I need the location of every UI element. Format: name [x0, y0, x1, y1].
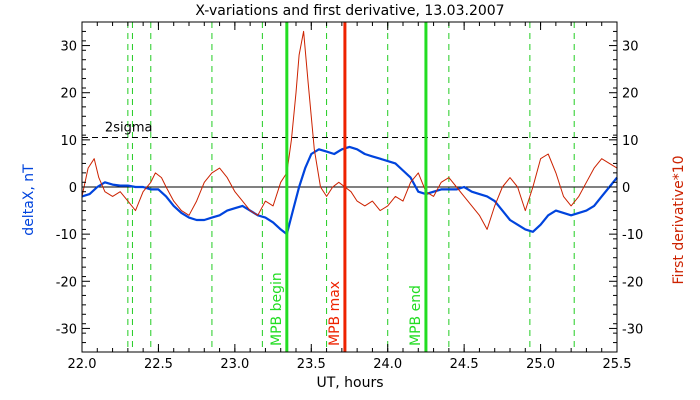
marker-label: MPB begin — [269, 272, 285, 346]
x-tick-label: 22.5 — [144, 357, 173, 372]
threshold-label: 2sigma — [105, 121, 153, 136]
y-tick-label-left: 0 — [69, 181, 77, 196]
x-tick-label: 22.0 — [68, 357, 97, 372]
y-axis-left-label: deltaX, nT — [21, 164, 37, 236]
y-tick-label-right: 10 — [622, 134, 639, 149]
y-tick-label-left: -20 — [56, 275, 77, 290]
chart-title: X-variations and first derivative, 13.03… — [195, 3, 504, 19]
marker-label: MPB end — [408, 285, 424, 346]
y-tick-label-right: -20 — [622, 275, 643, 290]
ticks-group: 22.0 22.5 23.0 23.5 24.0 24.5 25.0 25.5 -30 -30 -2… — [56, 21, 643, 372]
x-tick-label: 24.0 — [373, 357, 402, 372]
y-tick-label-right: 30 — [622, 40, 639, 55]
x-tick-label: 23.5 — [297, 357, 326, 372]
threshold-group: 2sigma — [82, 121, 617, 138]
x-tick-label: 23.0 — [220, 357, 249, 372]
y-tick-label-right: -30 — [622, 322, 643, 337]
y-tick-label-left: 30 — [60, 40, 77, 55]
y-tick-label-right: 20 — [622, 87, 639, 102]
y-tick-label-right: -10 — [622, 228, 643, 243]
x-tick-label: 25.0 — [526, 357, 555, 372]
y-tick-label-left: -10 — [56, 228, 77, 243]
y-tick-label-right: 0 — [622, 181, 630, 196]
y-tick-label-left: 20 — [60, 87, 77, 102]
x-tick-label: 24.5 — [450, 357, 479, 372]
marker-group: MPB begin MPB max MPB end — [269, 22, 428, 352]
y-tick-label-left: 10 — [60, 134, 77, 149]
x-tick-label: 25.5 — [603, 357, 632, 372]
x-axis-label: UT, hours — [316, 375, 383, 391]
y-axis-right-label: First derivative*10 — [671, 155, 687, 284]
derivative-series-line — [81, 30, 618, 230]
marker-label: MPB max — [327, 281, 343, 346]
series-group — [81, 30, 618, 236]
y-tick-label-left: -30 — [56, 322, 77, 337]
